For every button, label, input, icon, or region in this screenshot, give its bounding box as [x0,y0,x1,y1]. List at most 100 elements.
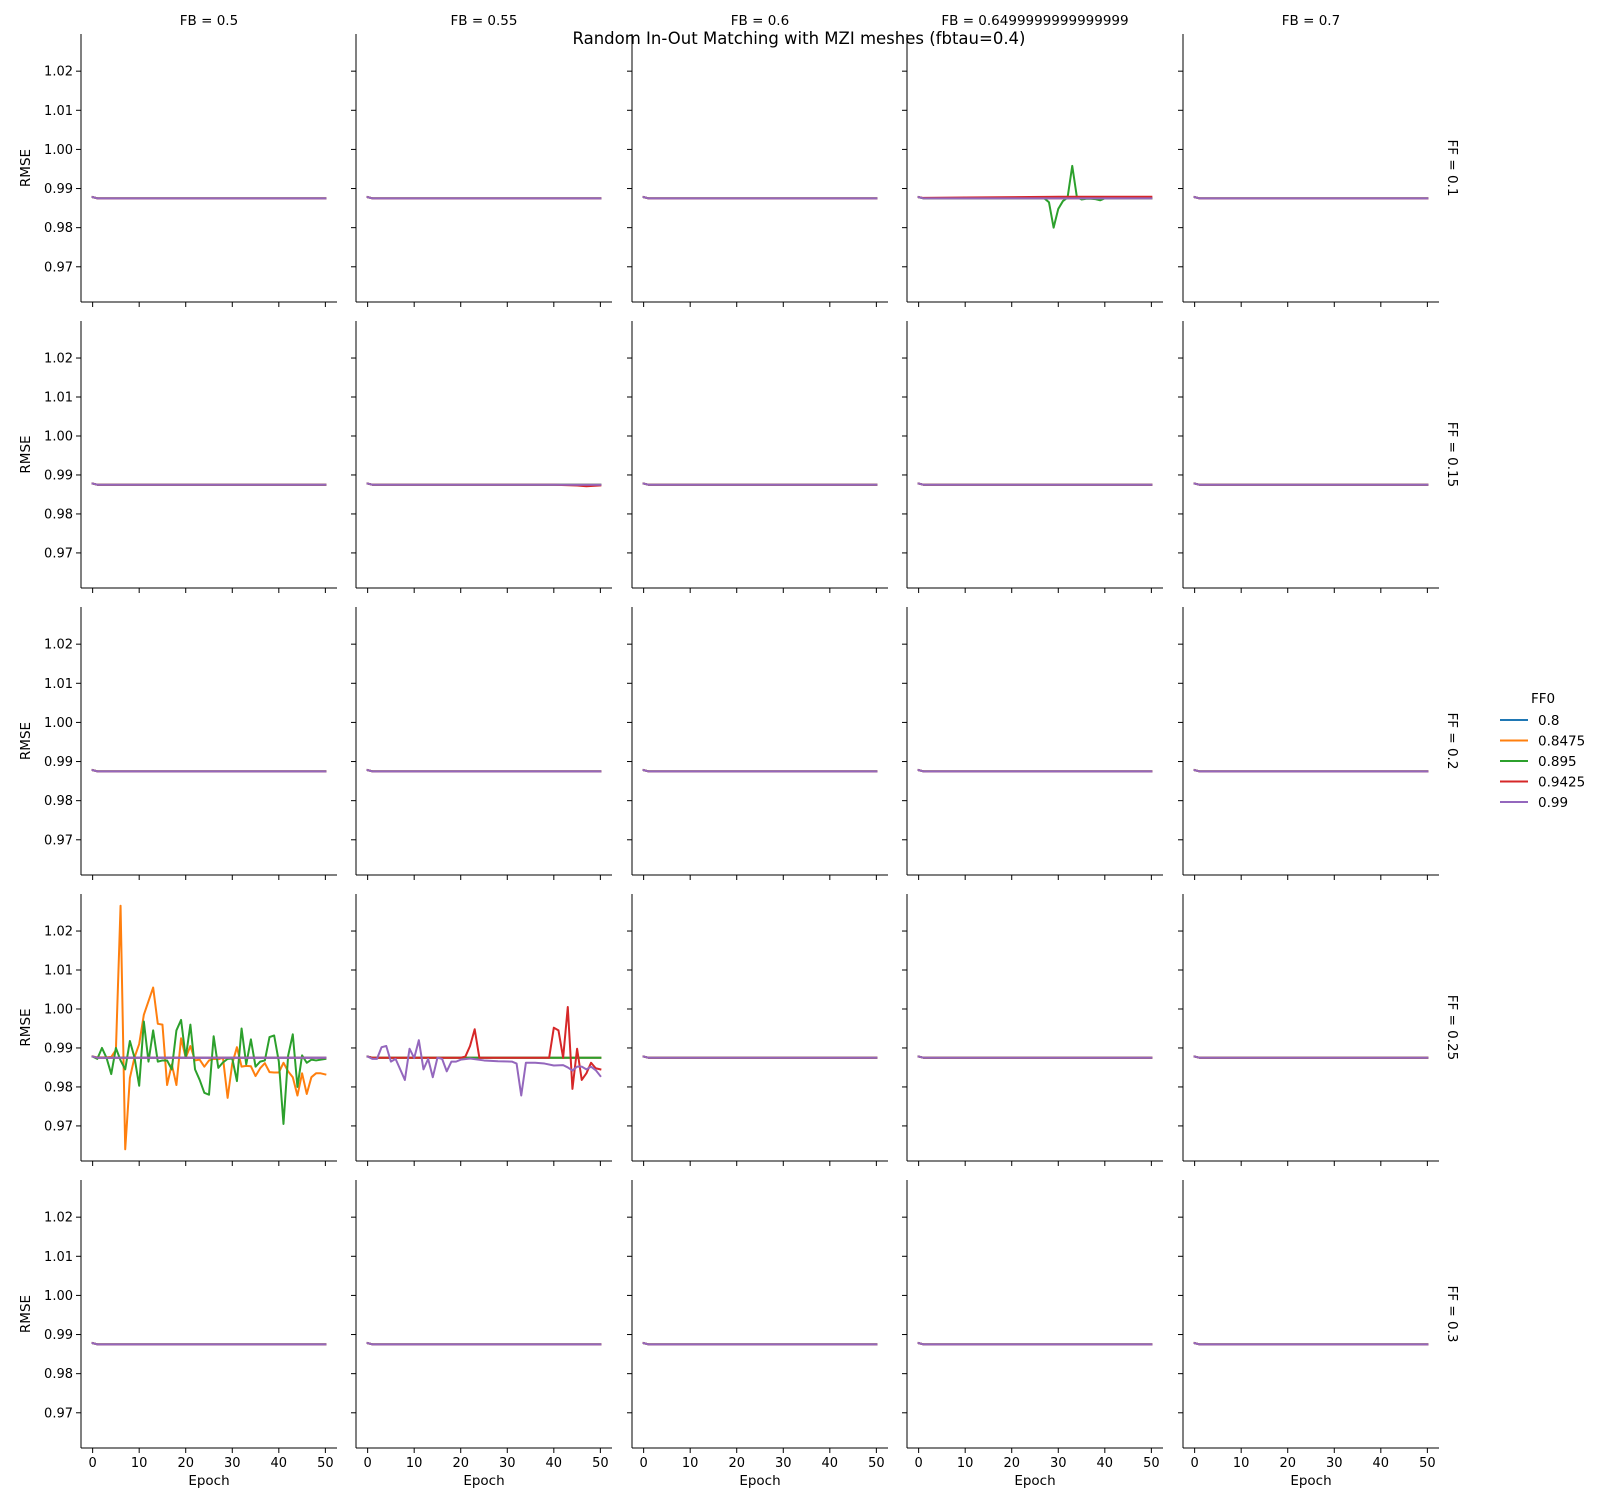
x-tick-label: 10 [957,1456,974,1471]
series-line-0_99-r4-c3 [917,1341,1153,1346]
column-facet-label: FB = 0.6 [731,13,789,29]
panel-r1-c0: 0.97 0.98 0.99 1.00 1.01 1.02 RMSE [18,321,337,593]
x-tick-label: 0 [639,1456,647,1471]
x-tick-label: 30 [1326,1456,1343,1471]
y-tick-label: 0.98 [44,507,73,522]
panel-r0-c1: FB = 0.55 [351,13,612,307]
x-tick-label: 30 [224,1456,241,1471]
y-tick-label: 1.00 [44,1002,73,1017]
panel-r1-c2 [627,321,888,593]
series-line-0_99-r2-c2 [642,768,878,773]
y-tick-label: 0.98 [44,1367,73,1382]
legend-item: 0.895 [1500,754,1577,770]
x-axis-label: Epoch [188,1473,229,1489]
series-line-0_99-r3-c4 [1193,1055,1429,1059]
panel-r3-c4: FF = 0.25 [1178,894,1460,1166]
x-tick-label: 50 [868,1456,885,1471]
x-tick-label: 20 [728,1456,745,1471]
series-line-0_99-r4-c4 [1193,1341,1429,1346]
x-axis-label: Epoch [1014,1473,1055,1489]
y-tick-label: 0.97 [44,546,73,561]
series-line-0_99-r1-c2 [642,482,878,486]
x-tick-label: 0 [363,1456,371,1471]
x-axis-label: Epoch [739,1473,780,1489]
legend-title: FF0 [1531,691,1555,707]
y-tick-label: 1.00 [44,143,73,158]
panel-r1-c1 [351,321,612,593]
series-line-0_99-r1-c0 [91,482,327,486]
series-line-0_99-r1-c1 [366,482,602,486]
y-tick-label: 1.02 [44,925,73,940]
column-facet-label: FB = 0.5 [180,13,238,29]
y-tick-label: 0.98 [44,221,73,236]
row-facet-label: FF = 0.25 [1444,995,1460,1060]
row-facet-label: FF = 0.15 [1444,422,1460,487]
series-line-0_99-r1-c3 [917,482,1153,486]
y-tick-label: 0.97 [44,833,73,848]
series-line-0_8475-r3-c0 [91,904,327,1151]
series-line-0_99-r2-c1 [366,768,602,773]
x-tick-label: 40 [271,1456,288,1471]
series-line-0_99-r4-c1 [366,1341,602,1346]
panel-r4-c1: 0 10 20 30 40 50 Epoch [351,1180,612,1489]
panel-r4-c3: 0 10 20 30 40 50 Epoch [902,1180,1163,1489]
y-tick-label: 0.99 [44,182,73,197]
x-tick-label: 50 [317,1456,334,1471]
series-line-0_99-r2-c3 [917,768,1153,773]
y-tick-label: 1.01 [44,677,73,692]
panel-r0-c4: FB = 0.7 FF = 0.1 [1178,13,1460,307]
panel-r2-c3 [902,607,1163,880]
y-tick-label: 0.99 [44,755,73,770]
panel-r3-c0: 0.97 0.98 0.99 1.00 1.01 1.02 RMSE [18,894,337,1166]
panels-layer: 0.97 0.98 0.99 1.00 1.01 1.02 FB = 0.5 RMSE FB =… [18,13,1460,1489]
x-tick-label: 10 [131,1456,148,1471]
series-line-0_99-r3-c1 [366,1039,602,1097]
x-tick-label: 50 [1143,1456,1160,1471]
y-tick-label: 1.02 [44,1211,73,1226]
series-line-0_99-r1-c4 [1193,482,1429,486]
legend: FF0 0.8 0.8475 0.895 0.9425 0.99 [1500,691,1585,811]
x-tick-label: 20 [1003,1456,1020,1471]
y-tick-label: 1.01 [44,964,73,979]
x-axis-label: Epoch [1290,1473,1331,1489]
panel-r0-c2: FB = 0.6 [627,13,888,307]
y-axis-label: RMSE [18,435,34,473]
series-line-0_99-r4-c0 [91,1341,327,1346]
y-axis-label: RMSE [18,1008,34,1046]
x-tick-label: 50 [1419,1456,1436,1471]
series-line-0_99-r0-c0 [91,195,327,200]
x-tick-label: 30 [775,1456,792,1471]
legend-label: 0.9425 [1538,775,1585,791]
y-tick-label: 0.97 [44,1119,73,1134]
panel-r0-c0: 0.97 0.98 0.99 1.00 1.01 1.02 FB = 0.5 RMSE [18,13,337,307]
y-tick-label: 1.01 [44,391,73,406]
y-axis-label: RMSE [18,722,34,760]
legend-item: 0.8 [1500,713,1559,729]
x-tick-label: 40 [1373,1456,1390,1471]
x-tick-label: 0 [914,1456,922,1471]
series-line-0_99-r0-c4 [1193,195,1429,200]
x-tick-label: 10 [682,1456,699,1471]
x-tick-label: 20 [177,1456,194,1471]
x-tick-label: 40 [1097,1456,1114,1471]
y-tick-label: 1.00 [44,1289,73,1304]
y-tick-label: 1.00 [44,429,73,444]
panel-r0-c3: FB = 0.6499999999999999 [902,13,1163,307]
row-facet-label: FF = 0.1 [1444,140,1460,197]
y-tick-label: 0.97 [44,1406,73,1421]
series-line-0_99-r3-c2 [642,1055,878,1059]
x-tick-label: 0 [88,1456,96,1471]
legend-label: 0.99 [1538,795,1568,811]
panel-r1-c3 [902,321,1163,593]
series-line-0_99-r4-c2 [642,1341,878,1346]
legend-item: 0.99 [1500,795,1568,811]
series-line-0_99-r0-c3 [917,195,1153,200]
column-facet-label: FB = 0.7 [1282,13,1340,29]
panel-r4-c0: 0 10 20 30 40 50 0.97 0.98 0.99 1.00 1.01 1.02 RMSE E… [18,1180,337,1489]
y-tick-label: 1.01 [44,1250,73,1265]
legend-label: 0.8 [1538,713,1559,729]
y-tick-label: 1.00 [44,716,73,731]
x-tick-label: 20 [452,1456,469,1471]
y-tick-label: 1.01 [44,104,73,119]
panel-r3-c1 [351,894,612,1166]
